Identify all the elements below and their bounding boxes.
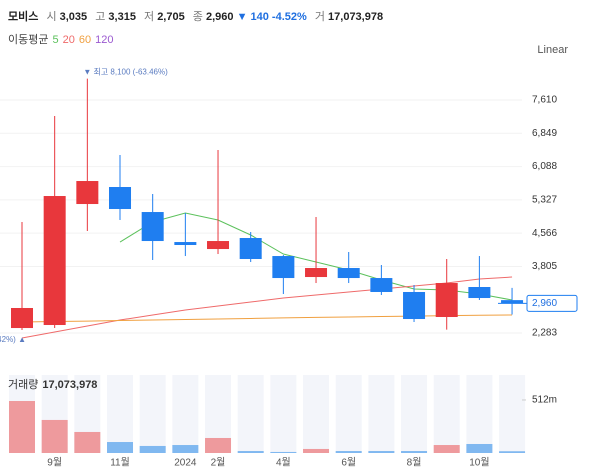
y-tick-label: 4,566 [532,228,557,239]
item-value: 2,960 [205,11,234,23]
volume-bar [499,451,526,453]
x-tick-label: 2월 [211,457,226,469]
candle-body [435,283,458,318]
candle-body [501,300,524,304]
x-tick-label: 8월 [407,457,422,469]
volume-bar [107,442,134,453]
candle-body [468,286,491,299]
volume-bar [270,451,297,453]
candle-body [272,256,295,279]
candle-body [43,196,66,326]
x-tick-label: 6월 [341,457,356,469]
stock-name: 모비스 [8,11,39,23]
item-label: 거 [314,11,325,23]
candle-body [11,307,33,329]
x-tick-label: 2024 [174,458,197,469]
volume-bar [9,401,35,453]
ma-line [21,276,513,339]
y-tick-label: 3,805 [532,261,557,272]
volume-column [401,375,428,453]
candle-body [239,238,262,260]
item-label: 종 [192,11,203,23]
volume-bar [41,419,68,453]
header: 모비스 시 3,035 고 3,315 저 2,705 종 2,960 ▼ 14… [8,8,383,24]
item-label: 시 [46,11,57,23]
volume-tick-label: 512m [532,395,557,406]
item-value: 3,315 [108,11,136,23]
ma-legend: 이동평균 5 20 60 120 [8,31,113,47]
ma-legend-item[interactable]: 5 [52,34,59,46]
item-value: 3,035 [59,11,88,23]
volume-bar [205,437,232,453]
x-tick-label: 11월 [110,457,130,469]
ma-legend-item[interactable]: 60 [78,34,92,46]
volume-title: 거래량 17,073,978 [8,378,97,391]
y-tick-label: 6,088 [532,161,557,172]
ma-line [21,314,513,323]
item-label: 고 [95,11,106,23]
volume-total: 17,073,978 [42,379,97,391]
candle-body [337,268,360,279]
x-tick-label: 10월 [469,457,489,469]
last-price-box [526,294,578,312]
ma-legend-item[interactable]: 120 [95,34,114,46]
volume-bar [303,448,330,453]
y-tick-label: 5,327 [532,195,557,206]
ma-title: 이동평균 [8,34,49,46]
volume-column [237,375,264,453]
volume-column [303,375,330,453]
candle-body [207,241,230,250]
change: ▼ 140 -4.52% [236,11,307,23]
volume-bar [368,451,395,453]
volume-bar [74,431,101,453]
y-tick-label: 7,610 [532,95,557,106]
item-label: 저 [144,11,155,23]
volume-column [433,375,460,453]
volume-bar [401,451,428,453]
volume-column [368,375,395,453]
candle-body [370,278,393,292]
item-value: 2,705 [157,11,185,23]
x-tick-label: 4월 [276,457,291,469]
last-price-label: 2,960 [532,298,557,309]
volume-bar [335,451,362,453]
volume-bar [237,451,264,453]
y-tick-label: 6,849 [532,128,557,139]
volume-bar [172,445,199,453]
volume-column [270,375,297,453]
candle-body [141,212,164,242]
volume-column [139,375,166,453]
y-tick-label: 2,283 [532,328,557,339]
x-tick-label: 9월 [47,457,62,469]
ma-legend-item[interactable]: 20 [62,34,75,46]
item-value: 17,073,978 [328,11,384,23]
volume-column [499,375,526,453]
volume-title-text: 거래량 [8,378,38,391]
volume-column [107,375,134,453]
candle-body [305,268,328,278]
candle-body [76,181,99,205]
volume-bar [466,443,493,453]
volume-column [466,375,493,453]
candle-body [109,187,132,210]
volume-column [172,375,199,453]
candle-body [174,242,197,246]
scale-label[interactable]: Linear [537,44,568,56]
volume-bar [139,445,166,453]
low-annotation: 최저 2,360 (25.42%) ▲ [0,334,26,344]
volume-column [335,375,362,453]
candle-body [403,291,426,320]
volume-bar [433,445,460,453]
high-annotation: ▼ 최고 8,100 (-63.46%) [83,67,168,77]
